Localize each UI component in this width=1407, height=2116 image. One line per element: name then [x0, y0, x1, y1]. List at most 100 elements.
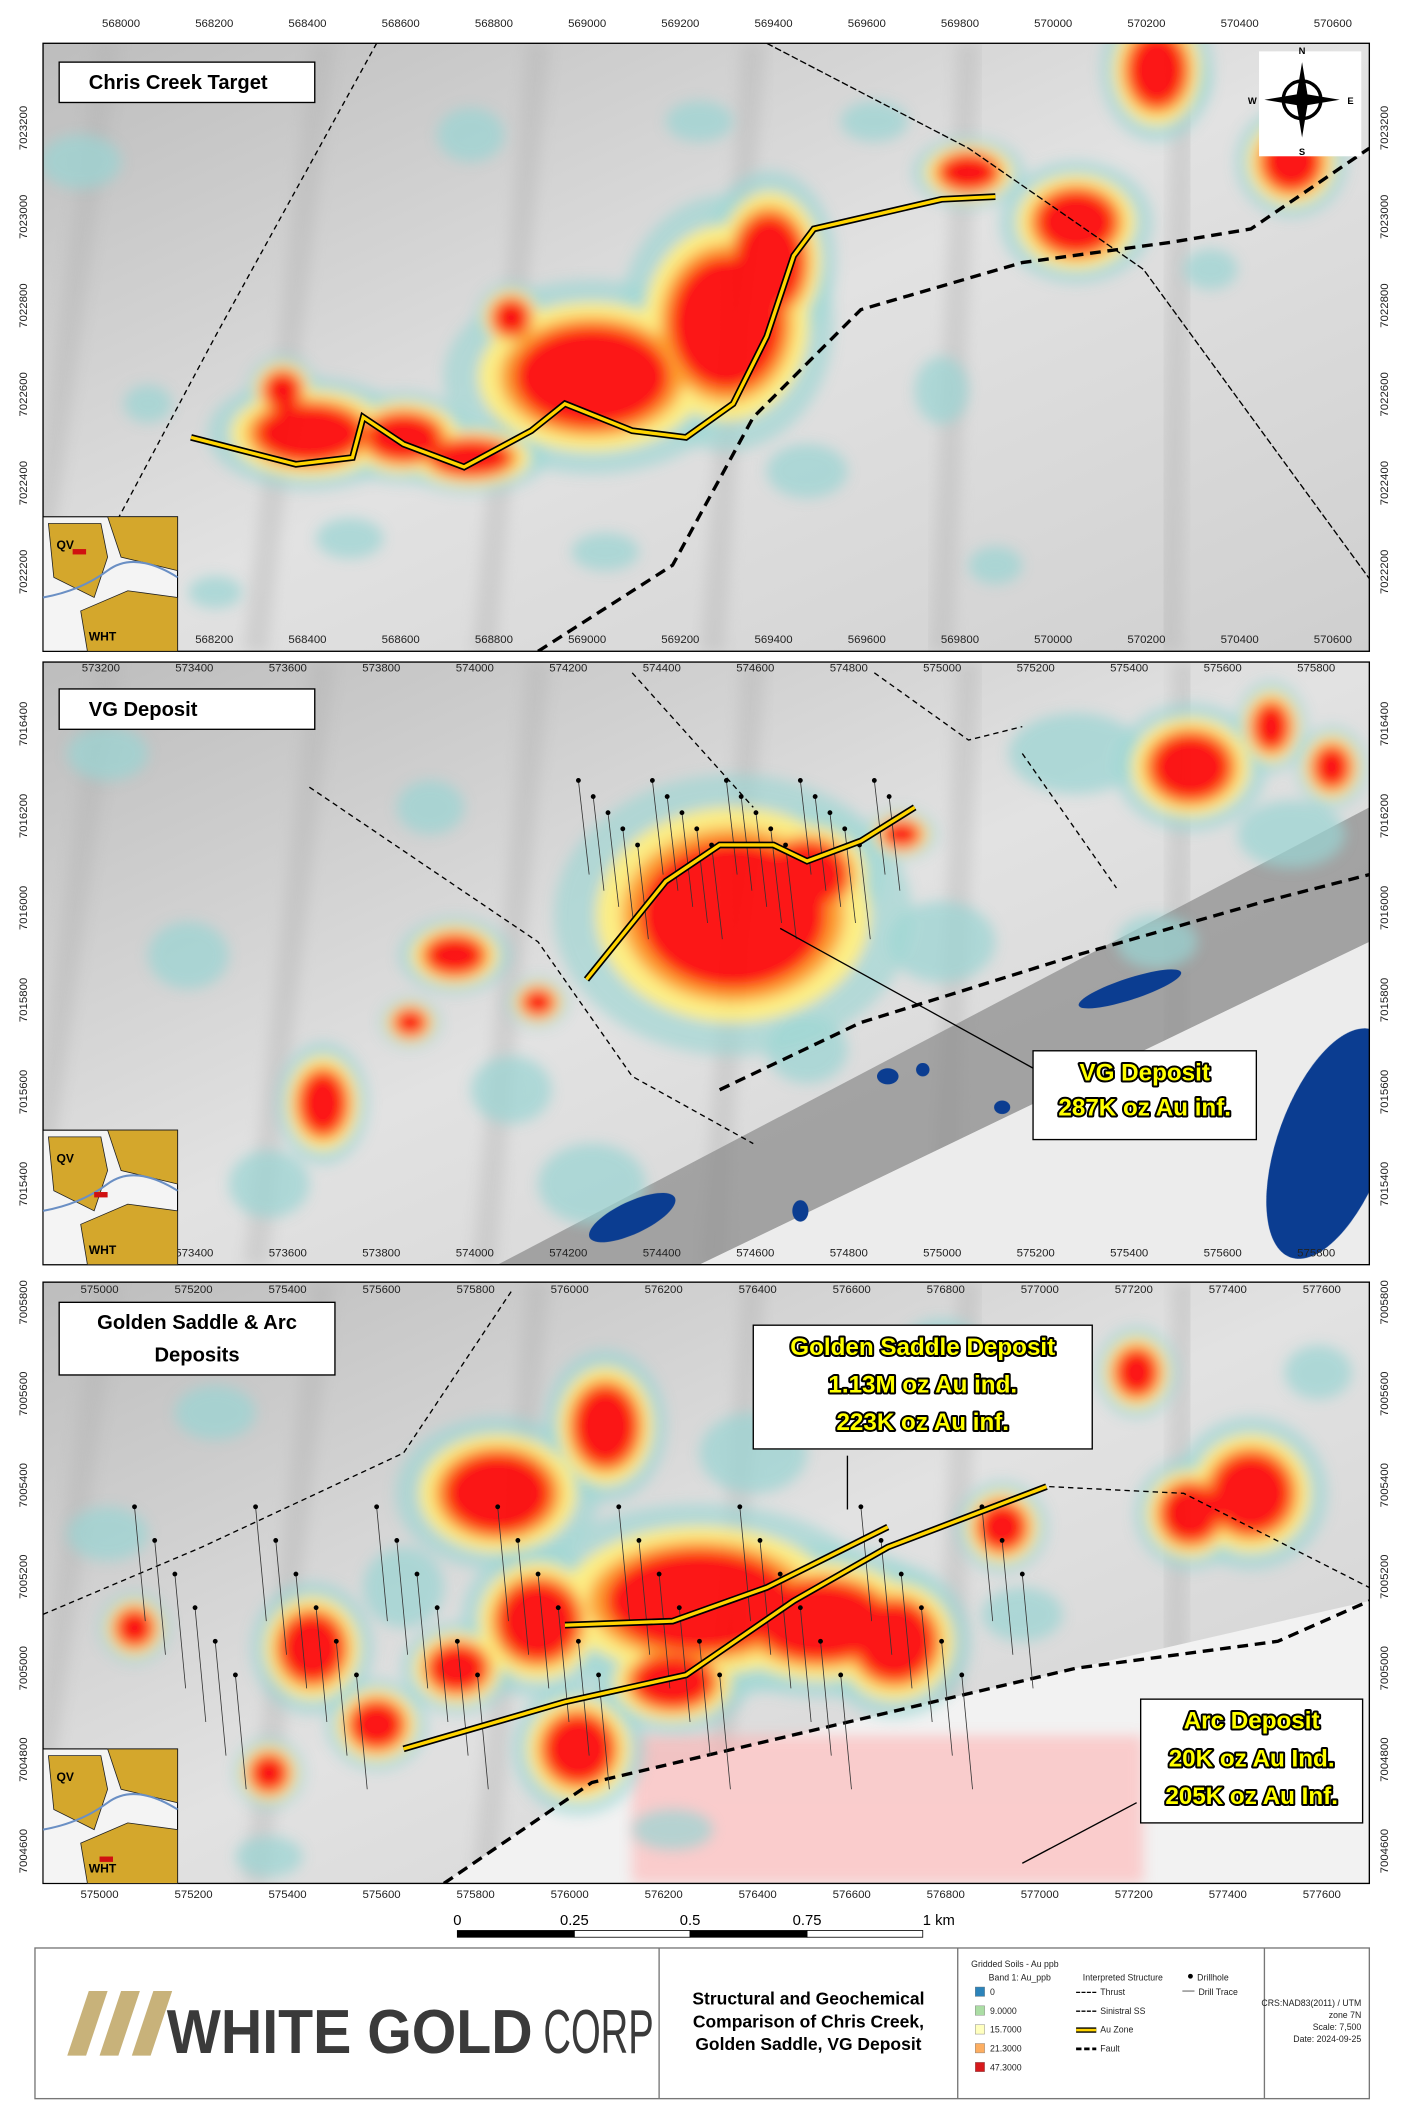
x-tick-label: 570400	[1221, 18, 1259, 30]
fault	[442, 1599, 1370, 1884]
drill-trace	[829, 812, 842, 907]
drill-trace	[888, 796, 901, 891]
drillhole	[132, 1504, 137, 1510]
y-tick-label: 7005000	[18, 1646, 30, 1690]
inset-claim	[107, 1748, 178, 1804]
soil-anomaly	[349, 1700, 404, 1749]
y-tick-label: 7022200	[18, 550, 30, 594]
x-tick-label: 575800	[1297, 1248, 1335, 1260]
y-tick-label: 7015800	[1379, 978, 1391, 1022]
y-tick-label: 7022600	[18, 372, 30, 416]
drill-trace	[961, 1674, 973, 1790]
map-panel	[43, 1282, 1370, 1884]
drill-trace	[607, 812, 620, 907]
soil-anomaly	[394, 1009, 427, 1036]
x-tick-label: 568000	[102, 18, 140, 30]
legend-label: 15.7000	[990, 2025, 1022, 2035]
y-tick-label: 7016000	[18, 886, 30, 930]
x-tick-label: 577600	[1303, 1284, 1341, 1296]
drill-trace	[436, 1607, 449, 1723]
drill-trace	[981, 1506, 994, 1622]
drillhole	[649, 778, 655, 783]
x-tick-label: 576400	[739, 1284, 777, 1296]
drillhole	[757, 1537, 763, 1543]
soil-anomaly	[147, 921, 229, 989]
inset-claim	[80, 1822, 178, 1884]
fault	[718, 872, 1370, 1092]
soil-anomaly	[67, 1506, 148, 1561]
soil-anomaly	[573, 1385, 638, 1467]
y-tick-label: 7015400	[18, 1162, 30, 1206]
logo-stripe	[67, 1991, 108, 2056]
legend-title: Gridded Soils - Au ppb	[971, 1959, 1059, 1969]
drillhole	[590, 794, 596, 799]
drill-trace	[376, 1506, 388, 1622]
drillhole	[898, 1571, 904, 1577]
drillhole	[596, 1672, 602, 1678]
x-tick-label: 568800	[475, 18, 513, 30]
drillhole	[858, 1504, 864, 1510]
fault	[1049, 1485, 1370, 1589]
callout-text: Golden Saddle Deposit	[790, 1334, 1055, 1361]
drillhole	[738, 794, 744, 799]
soil-anomaly	[425, 935, 485, 976]
soil-anomaly	[914, 356, 969, 424]
legend-swatch	[975, 2005, 985, 2016]
soil-anomaly	[492, 298, 530, 337]
x-tick-label: 575000	[923, 1248, 961, 1260]
x-tick-label: 576000	[551, 1889, 589, 1901]
x-tick-label: 569400	[755, 18, 793, 30]
scale-segment	[806, 1930, 924, 1938]
drillhole	[679, 810, 685, 816]
soil-anomaly	[228, 1150, 310, 1218]
soil-anomaly	[396, 780, 465, 835]
drill-trace	[315, 1607, 328, 1723]
soil-anomaly	[470, 1056, 552, 1124]
x-tick-label: 569800	[941, 18, 979, 30]
drill-trace	[174, 1574, 187, 1689]
callout-box	[1032, 1050, 1258, 1141]
soil-anomaly	[734, 214, 805, 311]
y-tick-label: 7005400	[1379, 1463, 1391, 1507]
drillhole	[664, 794, 670, 799]
x-tick-label: 568200	[195, 18, 233, 30]
scale-label: 0.5	[680, 1913, 701, 1929]
x-tick-label: 575200	[1017, 662, 1055, 674]
drill-trace	[335, 1641, 348, 1756]
drillhole	[768, 826, 774, 832]
soil-anomaly	[279, 1613, 345, 1684]
terrain-shade	[1158, 43, 1196, 652]
drill-trace	[1021, 1574, 1034, 1689]
drill-trace	[497, 1506, 509, 1622]
soil-anomaly	[235, 1836, 303, 1877]
drillhole	[454, 1638, 460, 1644]
panel-title-box	[58, 61, 316, 104]
drillhole	[394, 1537, 400, 1543]
x-tick-label: 577200	[1115, 1889, 1153, 1901]
drillhole	[842, 826, 848, 832]
y-tick-label: 7016200	[1379, 794, 1391, 838]
au-zone	[585, 805, 916, 981]
soil-anomaly	[298, 1070, 348, 1136]
y-tick-label: 7005600	[18, 1372, 30, 1416]
crs-text: CRS:NAD83(2011) / UTM	[1261, 1998, 1361, 2008]
drill-trace	[859, 844, 871, 940]
compass-label: S	[1299, 146, 1305, 157]
fault	[309, 786, 754, 1145]
x-tick-label: 574400	[643, 662, 681, 674]
arc-zone	[632, 1735, 1144, 1884]
drill-trace	[255, 1506, 267, 1622]
y-tick-label: 7004600	[1379, 1829, 1391, 1873]
x-tick-label: 576400	[739, 1889, 777, 1901]
drillhole	[636, 1537, 642, 1543]
callout-text: 223K oz Au inf.	[836, 1409, 1009, 1436]
x-tick-label: 575600	[363, 1889, 401, 1901]
x-tick-label: 576600	[833, 1284, 871, 1296]
drillhole	[697, 1638, 702, 1644]
x-tick-label: 573600	[269, 1248, 307, 1260]
y-tick-label: 7016400	[1379, 702, 1391, 746]
inset-claim	[47, 1755, 109, 1831]
x-tick-label: 576200	[645, 1889, 683, 1901]
drillhole	[575, 1638, 581, 1644]
